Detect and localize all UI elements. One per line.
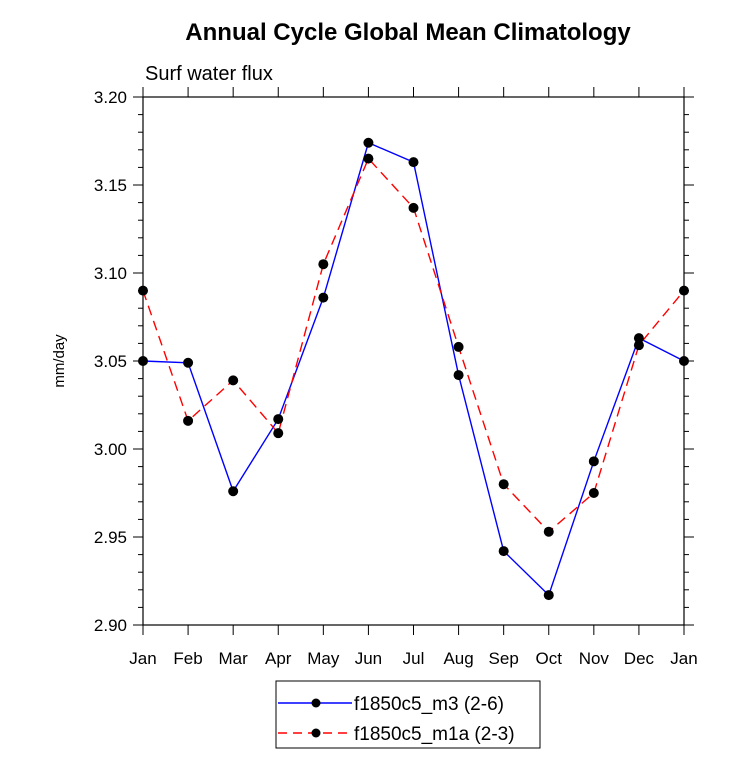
legend: f1850c5_m3 (2-6) f1850c5_m1a (2-3) [275, 680, 541, 749]
x-tick-label: Jan [129, 649, 156, 668]
data-point-series-1 [588, 488, 599, 498]
x-tick-label: Mar [219, 649, 249, 668]
y-tick-label: 3.10 [94, 264, 127, 283]
data-point-series-0 [318, 292, 329, 303]
x-tick-label: Feb [173, 649, 202, 668]
data-point-series-0 [453, 370, 464, 381]
data-point-series-0 [138, 356, 148, 366]
chart-subtitle: Surf water flux [145, 63, 273, 85]
x-tick-label: Jan [670, 649, 697, 668]
data-point-series-1 [318, 259, 329, 270]
x-tick-label: May [307, 649, 340, 668]
data-point-series-1 [183, 415, 194, 426]
y-tick-label: 3.05 [94, 352, 127, 371]
y-axis-label: mm/day [51, 334, 68, 388]
x-tick-label: Dec [624, 649, 655, 668]
data-point-series-0 [228, 486, 239, 497]
data-point-series-0 [633, 333, 644, 344]
legend-marker-1 [311, 728, 321, 738]
data-point-series-1 [679, 285, 689, 296]
y-tick-label: 2.90 [94, 616, 127, 635]
data-point-series-1 [228, 375, 239, 386]
data-point-series-1 [633, 340, 644, 351]
y-tick-label: 3.00 [94, 440, 127, 459]
data-point-series-0 [183, 357, 194, 368]
data-point-series-1 [363, 153, 374, 164]
series-layer [138, 137, 689, 601]
data-point-series-0 [363, 137, 374, 148]
x-tick-label: Nov [579, 649, 610, 668]
data-point-series-0 [543, 590, 554, 601]
data-point-series-0 [498, 546, 509, 557]
data-point-series-1 [273, 428, 284, 439]
x-tick-label: Oct [536, 649, 563, 668]
data-point-series-1 [498, 479, 509, 490]
x-tick-label: Apr [265, 649, 292, 668]
x-tick-label: Sep [489, 649, 519, 668]
data-point-series-0 [273, 414, 284, 425]
x-axis-ticks: Jan Feb Mar Apr May Jun Jul Aug Sep Oct Nov Dec Jan [129, 87, 698, 668]
legend-box [275, 680, 541, 749]
x-tick-label: Jun [355, 649, 382, 668]
y-tick-label: 2.95 [94, 528, 127, 547]
plot-frame [142, 96, 685, 626]
data-point-series-1 [453, 341, 464, 352]
y-axis-ticks: 2.90 2.95 3.00 3.05 3.10 3.15 3.20 [94, 88, 694, 635]
data-point-series-0 [588, 456, 599, 467]
y-tick-label: 3.15 [94, 176, 127, 195]
data-point-series-1 [138, 285, 148, 296]
x-tick-label: Jul [403, 649, 425, 668]
data-point-series-0 [679, 356, 689, 366]
legend-label-0: f1850c5_m3 (2-6) [354, 694, 504, 715]
x-tick-label: Aug [443, 649, 473, 668]
legend-label-1: f1850c5_m1a (2-3) [354, 724, 515, 745]
legend-marker-0 [311, 698, 321, 708]
data-point-series-1 [408, 202, 419, 213]
chart-title: Annual Cycle Global Mean Climatology [185, 19, 631, 46]
series-line-1 [142, 157, 685, 533]
data-point-series-0 [408, 157, 419, 168]
data-point-series-1 [543, 526, 554, 537]
y-tick-label: 3.20 [94, 88, 127, 107]
